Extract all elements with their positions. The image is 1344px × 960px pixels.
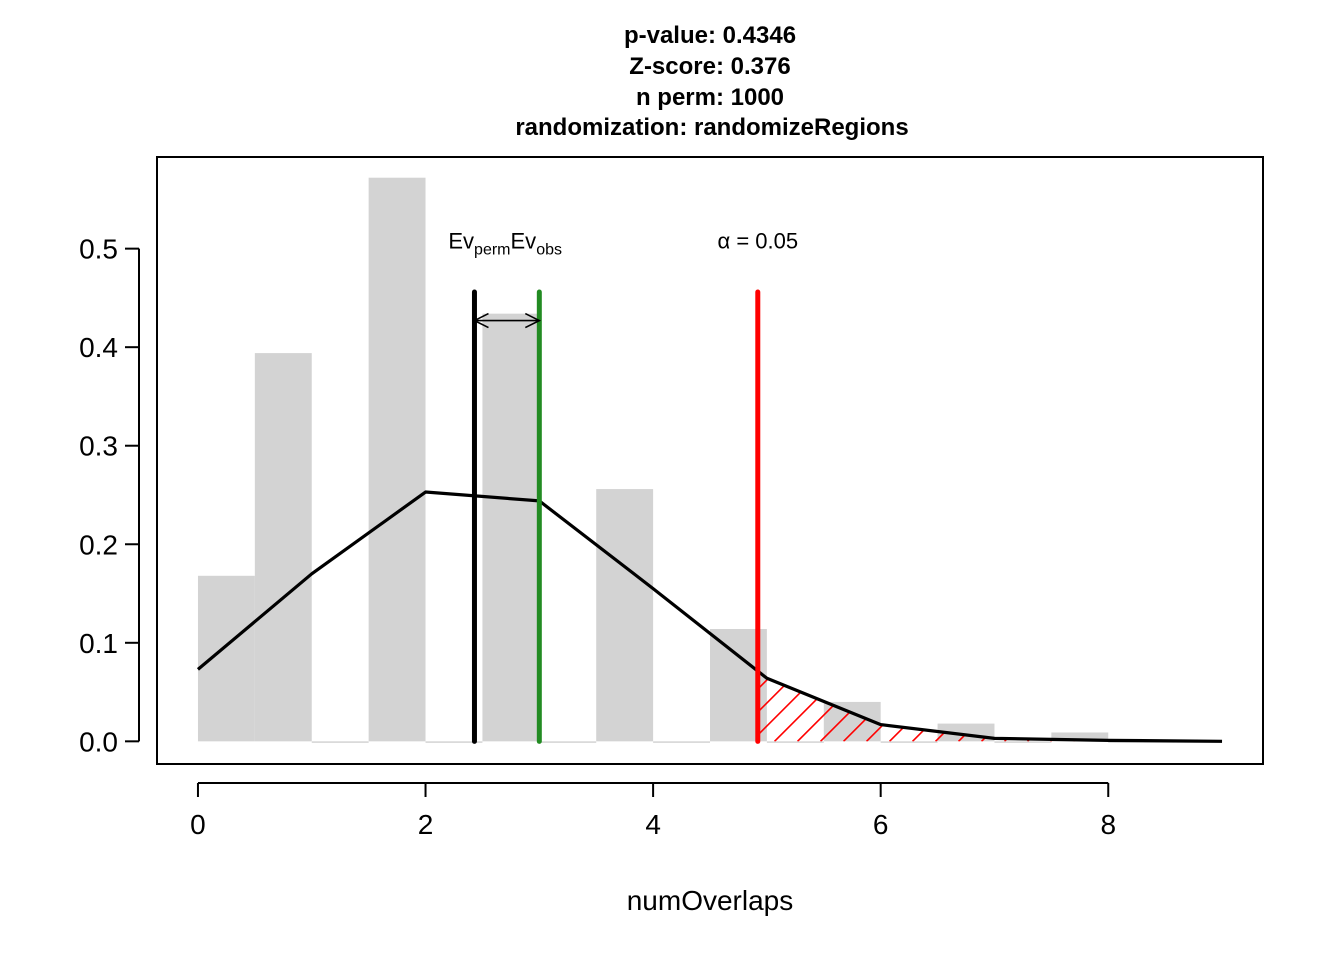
hatch-stroke: [1118, 671, 1196, 742]
histogram-bar-6: [539, 741, 597, 743]
histogram-bar-12: [880, 741, 938, 743]
y-tick-label: 0.1: [79, 628, 118, 659]
x-axis-label: numOverlaps: [627, 885, 794, 916]
y-tick-label: 0.5: [79, 234, 118, 265]
hatch-stroke: [1235, 666, 1310, 741]
x-tick-label: 8: [1100, 809, 1116, 840]
histogram-bar-8: [653, 741, 710, 743]
y-tick-label: 0.0: [79, 726, 118, 757]
histogram-bar-10: [766, 741, 824, 743]
y-axis: 0.0 0.1 0.2 0.3 0.4 0.5: [79, 234, 140, 757]
y-tick-label: 0.4: [79, 332, 118, 363]
x-tick-label: 6: [873, 809, 889, 840]
x-tick-label: 0: [190, 809, 206, 840]
alpha-label: α = 0.05: [717, 229, 798, 254]
arrow-head-right: [524, 312, 542, 329]
chart-title: p-value: 0.4346 Z-score: 0.376 n perm: 1…: [515, 22, 908, 141]
plot-frame: [156, 156, 1264, 765]
density-line-group: [196, 490, 1223, 743]
hatch-stroke: [1141, 671, 1219, 742]
difference-arrow: [472, 312, 542, 329]
vertical-lines: [471, 289, 761, 744]
histogram-bar-0: [197, 575, 255, 742]
hatch-stroke: [1095, 671, 1173, 742]
ev-label-main2: Ev: [511, 229, 537, 254]
ev-label-sub2: obs: [536, 242, 562, 259]
arrow-head-left: [472, 312, 489, 329]
hatch-stroke: [1026, 671, 1104, 742]
histogram-bar-14: [994, 741, 1052, 743]
ev-label: EvpermEvobs: [448, 229, 562, 259]
title-line-pvalue: p-value: 0.4346: [624, 22, 796, 49]
x-axis: 0 2 4 6 8: [190, 782, 1116, 840]
annotations: EvpermEvobs α = 0.05: [448, 229, 798, 259]
y-tick-label: 0.2: [79, 529, 118, 560]
hatch-stroke: [1210, 671, 1223, 742]
x-tick-label: 2: [418, 809, 434, 840]
histogram-bar-7: [596, 489, 654, 742]
hatch-stroke: [1072, 671, 1150, 742]
hatch-stroke: [1049, 671, 1127, 742]
title-line-nperm: n perm: 1000: [636, 84, 784, 111]
ev-label-sub1: perm: [474, 242, 510, 259]
histogram-bar-1: [254, 353, 312, 742]
histogram-bar-4: [425, 741, 483, 743]
hatch-stroke: [1187, 671, 1223, 742]
hatch-stroke: [1003, 671, 1081, 742]
ev-label-main1: Ev: [448, 229, 474, 254]
histogram-bar-15: [1051, 732, 1109, 742]
density-line: [196, 490, 1223, 743]
histogram-bar-5: [482, 313, 540, 742]
histogram-bar-3: [368, 177, 426, 742]
histogram-bars: [197, 177, 1223, 743]
y-tick-label: 0.3: [79, 431, 118, 462]
title-line-randomization: randomization: randomizeRegions: [515, 114, 908, 141]
title-line-zscore: Z-score: 0.376: [629, 53, 790, 80]
x-tick-label: 4: [645, 809, 661, 840]
hatch-stroke: [1164, 671, 1223, 742]
histogram-bar-2: [311, 741, 369, 743]
